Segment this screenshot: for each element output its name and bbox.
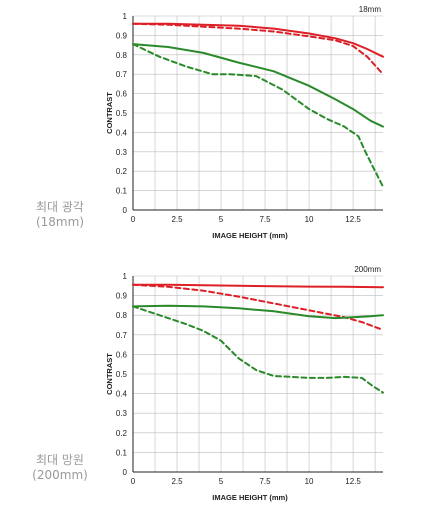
chart-title: 200mm [354, 265, 381, 274]
x-tick-label: 10 [305, 215, 314, 224]
y-tick-label: 0.5 [116, 109, 128, 118]
x-tick-label: 12.5 [345, 477, 361, 486]
mtf-chart-tele: 00.10.20.30.40.50.60.70.80.910 2.5 5 7.5 10 1… [105, 265, 384, 502]
side-label-tele: 최대 망원 (200mm) [10, 453, 110, 483]
y-tick-label: 0 [123, 468, 128, 477]
series-line-red-solid [132, 22, 384, 58]
y-tick-label: 0.9 [116, 292, 128, 301]
series-line-green-dashed [132, 43, 384, 188]
side-label-tele-line2: (200mm) [32, 468, 88, 482]
y-tick-label: 0.7 [116, 70, 128, 79]
y-axis-title: CONTRAST [105, 353, 114, 395]
y-tick-label: 0.2 [116, 167, 128, 176]
x-tick-label: 5 [219, 477, 224, 486]
y-tick-label: 0.3 [116, 148, 128, 157]
side-label-wide-line1: 최대 광각 [36, 200, 84, 214]
series-line-red-dashed [132, 283, 384, 331]
x-axis-title: IMAGE HEIGHT (mm) [212, 493, 288, 502]
y-tick-label: 0.4 [116, 390, 128, 399]
y-tick-label: 0.6 [116, 90, 128, 99]
y-tick-label: 0.1 [116, 448, 128, 457]
y-tick-label: 1 [123, 272, 128, 281]
y-tick-label: 0.8 [116, 51, 128, 60]
x-tick-label: 7.5 [259, 215, 271, 224]
series-line-red-dashed [132, 22, 384, 76]
x-axis-title: IMAGE HEIGHT (mm) [212, 231, 288, 240]
x-tick-label: 12.5 [345, 215, 361, 224]
side-label-wide-line2: (18mm) [35, 215, 84, 229]
series-line-green-solid [132, 304, 384, 320]
y-tick-label: 0.7 [116, 331, 128, 340]
series-line-green-dashed [132, 305, 384, 394]
x-tick-label: 0 [131, 477, 136, 486]
chart-title: 18mm [359, 5, 382, 14]
series-line-green-solid [132, 43, 384, 128]
y-tick-label: 0.9 [116, 31, 128, 40]
y-tick-label: 1 [123, 12, 128, 21]
x-tick-label: 0 [131, 215, 136, 224]
y-tick-label: 0.1 [116, 187, 128, 196]
side-label-wide: 최대 광각 (18mm) [10, 200, 110, 230]
x-tick-label: 5 [219, 215, 224, 224]
y-tick-label: 0.4 [116, 128, 128, 137]
mtf-chart-wide: 00.10.20.30.40.50.60.70.80.910 2.5 5 7.5 10 1… [105, 5, 384, 240]
y-tick-label: 0.6 [116, 350, 128, 359]
y-tick-label: 0 [123, 206, 128, 215]
series-line-red-solid [132, 283, 384, 289]
y-tick-label: 0.5 [116, 370, 128, 379]
x-tick-label: 7.5 [259, 477, 271, 486]
x-tick-label: 2.5 [171, 215, 183, 224]
side-label-tele-line1: 최대 망원 [36, 453, 84, 467]
y-axis-title: CONTRAST [105, 92, 114, 134]
y-tick-label: 0.2 [116, 429, 128, 438]
y-tick-label: 0.8 [116, 311, 128, 320]
y-tick-label: 0.3 [116, 409, 128, 418]
x-tick-label: 2.5 [171, 477, 183, 486]
x-tick-label: 10 [305, 477, 314, 486]
